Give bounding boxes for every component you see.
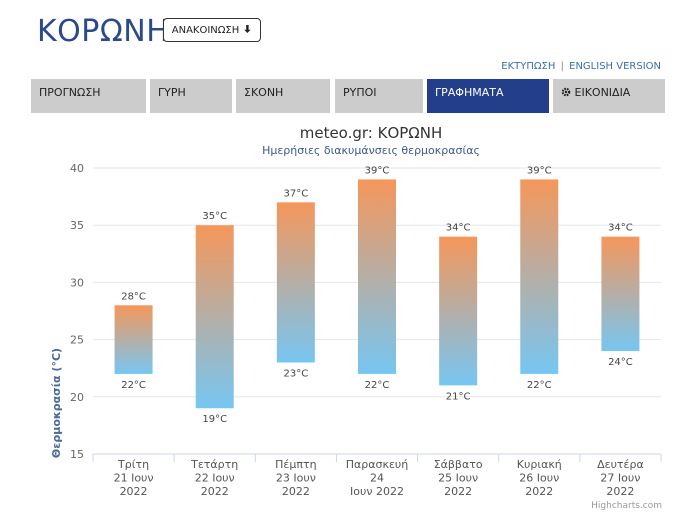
tab-icons[interactable]: ΕΙΚΟΝΙΔΙΑ [553,79,665,113]
high-temp-label: 28°C [121,291,146,302]
print-link[interactable]: ΕΚΤΥΠΩΣΗ [501,61,556,72]
low-temp-label: 22°C [121,380,146,391]
x-tick-label: 27 Ιουν [600,472,640,485]
y-tick-label: 40 [70,162,84,175]
x-tick-label: Τρίτη [117,458,149,471]
tab-charts[interactable]: ΓΡΑΦΗΜΑΤΑ [427,79,549,113]
y-tick-label: 25 [70,334,84,347]
high-temp-label: 35°C [202,211,227,222]
y-tick-label: 30 [70,276,84,289]
temperature-chart: meteo.gr: ΚΟΡΩΝΗ Ημερήσιες διακυμάνσεις … [50,124,662,498]
chart-credit: Highcharts.com [591,501,662,511]
x-tick-label: Ιουν 2022 [350,485,404,498]
bars [114,179,640,409]
tab-pollen[interactable]: ΓΥΡΗ [150,79,232,113]
high-temp-label: 39°C [527,165,552,176]
y-tick-label: 20 [70,391,84,404]
low-temp-label: 23°C [283,368,308,379]
x-tick-label: 2022 [606,485,634,498]
y-tick-label: 15 [70,448,84,461]
x-tick-label: 21 Ιουν [114,472,154,485]
temperature-bar [276,202,315,363]
tab-label: ΕΙΚΟΝΙΔΙΑ [574,86,631,99]
x-tick-label: Τετάρτη [190,458,238,471]
high-temp-label: 34°C [446,223,471,234]
x-tick-label: 2022 [282,485,310,498]
high-temp-label: 37°C [283,188,308,199]
temperature-bar [601,236,640,352]
low-temp-label: 24°C [608,357,633,368]
arrow-down-icon [244,25,251,33]
low-temp-label: 19°C [202,414,227,425]
low-temp-label: 22°C [365,380,390,391]
tab-label: ΓΥΡΗ [158,86,186,99]
x-tick-label: 22 Ιουν [195,472,235,485]
temperature-bar [358,179,396,374]
x-tick-label: 23 Ιουν [276,472,316,485]
x-tick-label: 24 [370,472,384,485]
x-tick-label: Δευτέρα [597,458,644,471]
announce-label: ΑΝΑΚΟΙΝΩΣΗ [171,24,240,36]
page-title: ΚΟΡΩΝΗ [37,14,170,49]
chart-title: meteo.gr: ΚΟΡΩΝΗ [300,124,443,142]
tab-dust[interactable]: ΣΚΟΝΗ [236,79,330,113]
x-tick-label: 2022 [120,485,148,498]
x-tick-label: 2022 [444,485,472,498]
temperature-bar [439,236,478,386]
tab-label: ΣΚΟΝΗ [244,86,284,99]
english-version-link[interactable]: ENGLISH VERSION [569,61,661,72]
chart-subtitle: Ημερήσιες διακυμάνσεις θερμοκρασίας [262,144,480,157]
tab-forecast[interactable]: ΠΡΟΓΝΩΣΗ [31,79,146,113]
temperature-bar [520,179,559,374]
link-separator: | [560,61,564,72]
tab-label: ΠΡΟΓΝΩΣΗ [39,86,101,99]
y-axis-title: Θερμοκρασία (°C) [50,348,63,458]
tab-pollutants[interactable]: ΡΥΠΟΙ [335,79,423,113]
announce-button[interactable]: ΑΝΑΚΟΙΝΩΣΗ [163,18,261,42]
y-tick-label: 35 [70,219,84,232]
tab-label: ΡΥΠΟΙ [343,86,377,99]
x-tick-label: 25 Ιουν [438,472,478,485]
temperature-bar [114,305,153,374]
x-tick-label: 2022 [525,485,553,498]
low-temp-label: 21°C [446,391,471,402]
x-tick-label: 26 Ιουν [519,472,559,485]
data-labels: 28°C 22°C 35°C 19°C 37°C 23°C 39°C 22°C 34°C 21°C… [121,165,633,425]
high-temp-label: 34°C [608,223,633,234]
low-temp-label: 22°C [527,380,552,391]
gear-icon [561,87,571,97]
x-tick-label: 2022 [201,485,229,498]
y-tick-labels: 15 20 25 30 35 40 [70,162,84,461]
tab-label: ΓΡΑΦΗΜΑΤΑ [435,86,504,99]
temperature-bar [195,225,234,409]
x-tick-label: Πέμπτη [275,458,316,471]
high-temp-label: 39°C [365,165,390,176]
x-tick-label: Σάββατο [434,458,483,471]
x-tick-label: Παρασκευή [346,458,409,471]
top-links: ΕΚΤΥΠΩΣΗ | ENGLISH VERSION [501,61,661,72]
x-tick-label: Κυριακή [517,458,562,471]
